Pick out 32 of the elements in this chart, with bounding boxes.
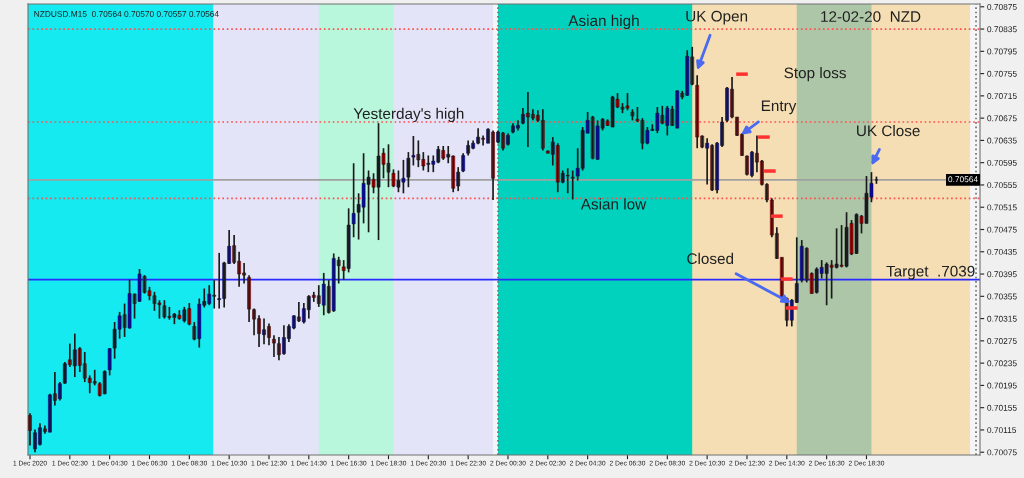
y-tick-label: 0.70595 — [987, 159, 1017, 166]
ref-line-label: Yesterday's high — [353, 107, 464, 123]
candlestick — [406, 151, 411, 189]
ref-line-label: Target .7039 — [886, 265, 975, 280]
annotation: Stop loss — [784, 67, 846, 82]
y-tick-label: 0.70555 — [987, 182, 1017, 189]
ref-line-label: Asian high — [568, 14, 639, 30]
y-tick-label: 0.70435 — [987, 248, 1017, 255]
annotation: Entry — [761, 100, 797, 115]
y-tick-label: 0.70755 — [987, 70, 1017, 77]
y-tick-label: 0.70515 — [987, 204, 1017, 211]
y-tick-label: 0.70675 — [987, 115, 1017, 122]
y-tick-label: 0.70835 — [987, 26, 1017, 33]
candlestick — [565, 167, 570, 195]
y-tick-label: 0.70795 — [987, 48, 1017, 55]
ref-line-label: 0.70564 — [948, 176, 978, 183]
ref-line-label: Asian low — [580, 198, 647, 210]
y-tick-label: 0.70875 — [987, 3, 1017, 10]
y-tick-label: 0.70155 — [987, 404, 1017, 411]
y-tick-label: 0.70115 — [987, 427, 1017, 434]
y-tick-label: 0.70275 — [987, 338, 1017, 344]
y-tick-label: 0.70395 — [987, 271, 1017, 278]
y-tick-label: 0.70715 — [987, 93, 1017, 99]
annotation: UK Close — [857, 125, 920, 137]
y-tick-label: 0.70475 — [987, 226, 1017, 233]
y-tick-label: 0.70195 — [987, 382, 1017, 389]
y-tick-label: 0.70075 — [987, 449, 1017, 456]
y-tick-label: 0.70315 — [987, 315, 1017, 322]
y-tick-label: 0.70355 — [987, 293, 1017, 300]
y-tick-label: 0.70235 — [987, 360, 1017, 367]
annotation: 12-02-20 NZD — [821, 11, 921, 22]
y-tick-label: 0.70635 — [987, 137, 1017, 144]
